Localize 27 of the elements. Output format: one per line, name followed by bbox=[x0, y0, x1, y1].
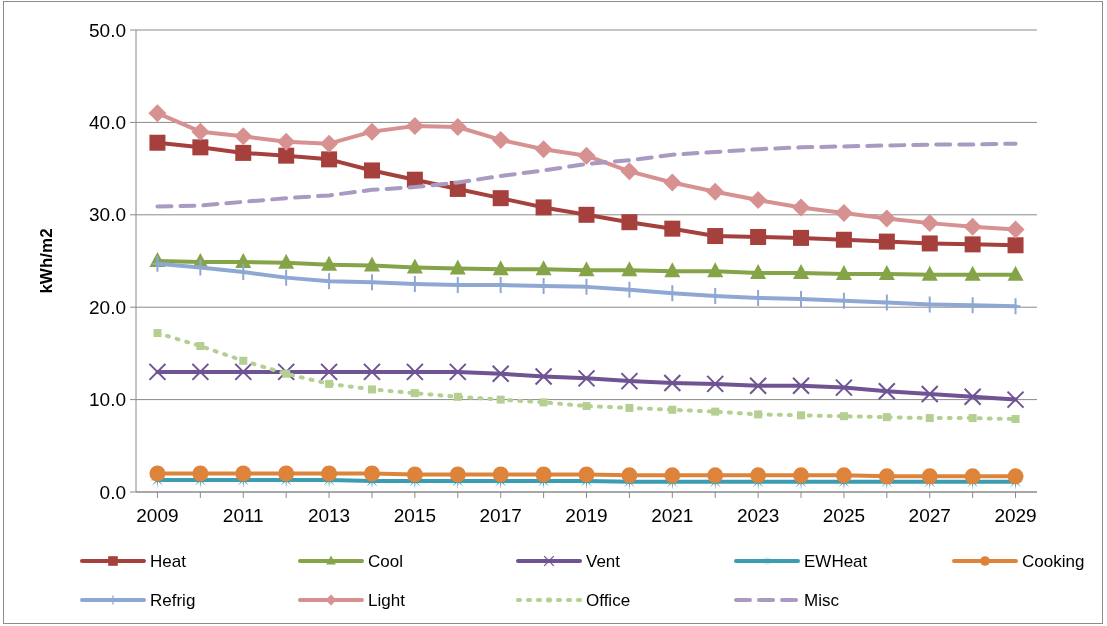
legend-label: Vent bbox=[586, 551, 621, 571]
x-tick-label: 2029 bbox=[994, 505, 1037, 526]
x-tick-label: 2011 bbox=[222, 505, 264, 526]
x-tick-label: 2009 bbox=[136, 505, 179, 526]
legend-label: Office bbox=[586, 590, 631, 610]
legend-label: Heat bbox=[150, 551, 187, 571]
y-tick-label: 10.0 bbox=[89, 389, 126, 411]
legend-label: EWHeat bbox=[804, 551, 868, 571]
x-tick-label: 2015 bbox=[393, 505, 437, 526]
x-tick-label: 2023 bbox=[736, 505, 780, 526]
y-tick-label: 0.0 bbox=[99, 481, 126, 503]
legend-label: Refrig bbox=[150, 590, 196, 610]
legend-label: Cooking bbox=[1022, 551, 1085, 571]
y-tick-label: 30.0 bbox=[89, 204, 126, 226]
x-tick-label: 2013 bbox=[307, 505, 351, 526]
y-axis-title: kWh/m2 bbox=[37, 228, 56, 294]
y-tick-label: 20.0 bbox=[89, 296, 126, 318]
x-tick-label: 2017 bbox=[479, 505, 522, 526]
x-tick-label: 2019 bbox=[565, 505, 608, 526]
legend-label: Cool bbox=[368, 551, 403, 571]
x-tick-label: 2027 bbox=[908, 505, 951, 526]
x-tick-label: 2025 bbox=[822, 505, 866, 526]
legend-label: Misc bbox=[804, 590, 840, 610]
y-tick-label: 40.0 bbox=[89, 112, 126, 134]
x-tick-label: 2021 bbox=[651, 505, 694, 526]
y-tick-label: 50.0 bbox=[89, 19, 126, 41]
legend-label: Light bbox=[368, 590, 406, 610]
